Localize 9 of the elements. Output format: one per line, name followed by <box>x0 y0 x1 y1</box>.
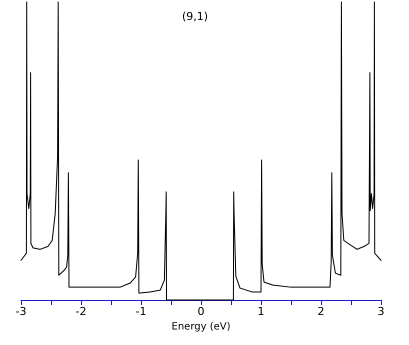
x-tick-label: 3 <box>378 305 384 318</box>
x-tick-label: -3 <box>16 305 26 318</box>
x-tick-label: 2 <box>318 305 324 318</box>
x-tick-label: -2 <box>76 305 86 318</box>
x-tick-label: -1 <box>136 305 146 318</box>
text: (9,1) <box>182 10 208 23</box>
x-tick-label: 1 <box>258 305 264 318</box>
x-axis-title: Energy (eV) <box>172 322 231 332</box>
x-tick-label: 0 <box>198 305 204 318</box>
